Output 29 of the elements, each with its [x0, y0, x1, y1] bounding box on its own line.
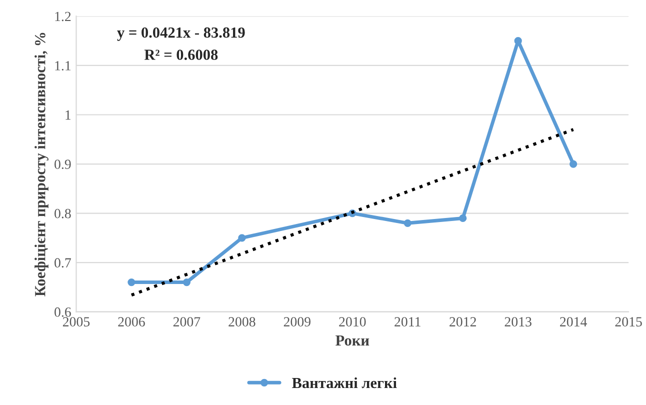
x-tick-label: 2009 — [284, 317, 310, 326]
y-tick-label: 0.7 — [54, 258, 71, 268]
y-tick-label: 1 — [66, 110, 71, 120]
x-axis-title: Роки — [336, 335, 370, 346]
y-tick-label: 0.9 — [54, 160, 71, 170]
point — [570, 160, 578, 168]
x-tick-label: 2014 — [560, 317, 587, 326]
point — [404, 219, 412, 227]
y-axis-title: Коефіцієнт приросту інтенсивності, % — [34, 32, 48, 296]
x-tick-label: 2015 — [615, 317, 642, 326]
x-tick-label: 2008 — [228, 317, 256, 326]
annotation: y = 0.0421x - 83.819 — [117, 27, 245, 41]
y-tick-label: 1.1 — [55, 61, 71, 70]
x-tick-label: 2013 — [504, 317, 532, 326]
y-tick-label: 1.2 — [55, 12, 71, 22]
x-tick-label: 2006 — [118, 317, 145, 326]
y-tick-label: 0.8 — [54, 208, 71, 218]
legend-label: Вантажні легкі — [292, 377, 397, 388]
annotation: R² = 0.6008 — [144, 50, 218, 60]
point — [238, 234, 246, 242]
x-tick-label: 2005 — [62, 317, 90, 326]
point — [459, 214, 467, 222]
point — [182, 278, 191, 286]
x-tick-label: 2010 — [339, 317, 366, 326]
point — [128, 278, 136, 286]
x-tick-label: 2012 — [450, 317, 476, 326]
x-tick-label: 2007 — [173, 317, 200, 326]
y-tick-label: 0.6 — [54, 307, 71, 317]
x-tick-label: 2011 — [394, 317, 420, 326]
